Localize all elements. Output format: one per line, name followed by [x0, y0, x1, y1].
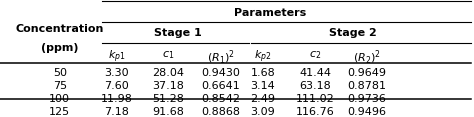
- Text: $(R_1)^2$: $(R_1)^2$: [207, 49, 235, 67]
- Text: (ppm): (ppm): [41, 43, 79, 53]
- Text: 2.49: 2.49: [250, 94, 275, 104]
- Text: 51.28: 51.28: [153, 94, 184, 104]
- Text: 11.98: 11.98: [100, 94, 132, 104]
- Text: Parameters: Parameters: [234, 8, 306, 18]
- Text: 125: 125: [49, 107, 70, 117]
- Text: 0.8781: 0.8781: [347, 81, 386, 91]
- Text: 7.18: 7.18: [104, 107, 129, 117]
- Text: 3.30: 3.30: [104, 68, 129, 78]
- Text: $c_2$: $c_2$: [309, 49, 321, 61]
- Text: $(R_2)^2$: $(R_2)^2$: [353, 49, 381, 67]
- Text: 1.68: 1.68: [251, 68, 275, 78]
- Text: 0.9736: 0.9736: [347, 94, 386, 104]
- Text: 91.68: 91.68: [153, 107, 184, 117]
- Text: 3.14: 3.14: [251, 81, 275, 91]
- Text: 41.44: 41.44: [299, 68, 331, 78]
- Text: 7.60: 7.60: [104, 81, 129, 91]
- Text: 0.6641: 0.6641: [201, 81, 240, 91]
- Text: 0.9430: 0.9430: [201, 68, 240, 78]
- Text: 75: 75: [53, 81, 67, 91]
- Text: $k_{p1}$: $k_{p1}$: [108, 49, 125, 65]
- Text: 50: 50: [53, 68, 67, 78]
- Text: 28.04: 28.04: [153, 68, 184, 78]
- Text: 111.02: 111.02: [296, 94, 334, 104]
- Text: Concentration: Concentration: [16, 24, 104, 34]
- Text: 100: 100: [49, 94, 70, 104]
- Text: 37.18: 37.18: [153, 81, 184, 91]
- Text: 0.8542: 0.8542: [201, 94, 240, 104]
- Text: Stage 2: Stage 2: [329, 28, 377, 38]
- Text: 3.09: 3.09: [251, 107, 275, 117]
- Text: 0.9496: 0.9496: [347, 107, 386, 117]
- Text: 63.18: 63.18: [299, 81, 331, 91]
- Text: 116.76: 116.76: [296, 107, 334, 117]
- Text: $k_{p2}$: $k_{p2}$: [254, 49, 272, 65]
- Text: $c_1$: $c_1$: [162, 49, 174, 61]
- Text: Stage 1: Stage 1: [154, 28, 202, 38]
- Text: 0.8868: 0.8868: [201, 107, 240, 117]
- Text: 0.9649: 0.9649: [347, 68, 386, 78]
